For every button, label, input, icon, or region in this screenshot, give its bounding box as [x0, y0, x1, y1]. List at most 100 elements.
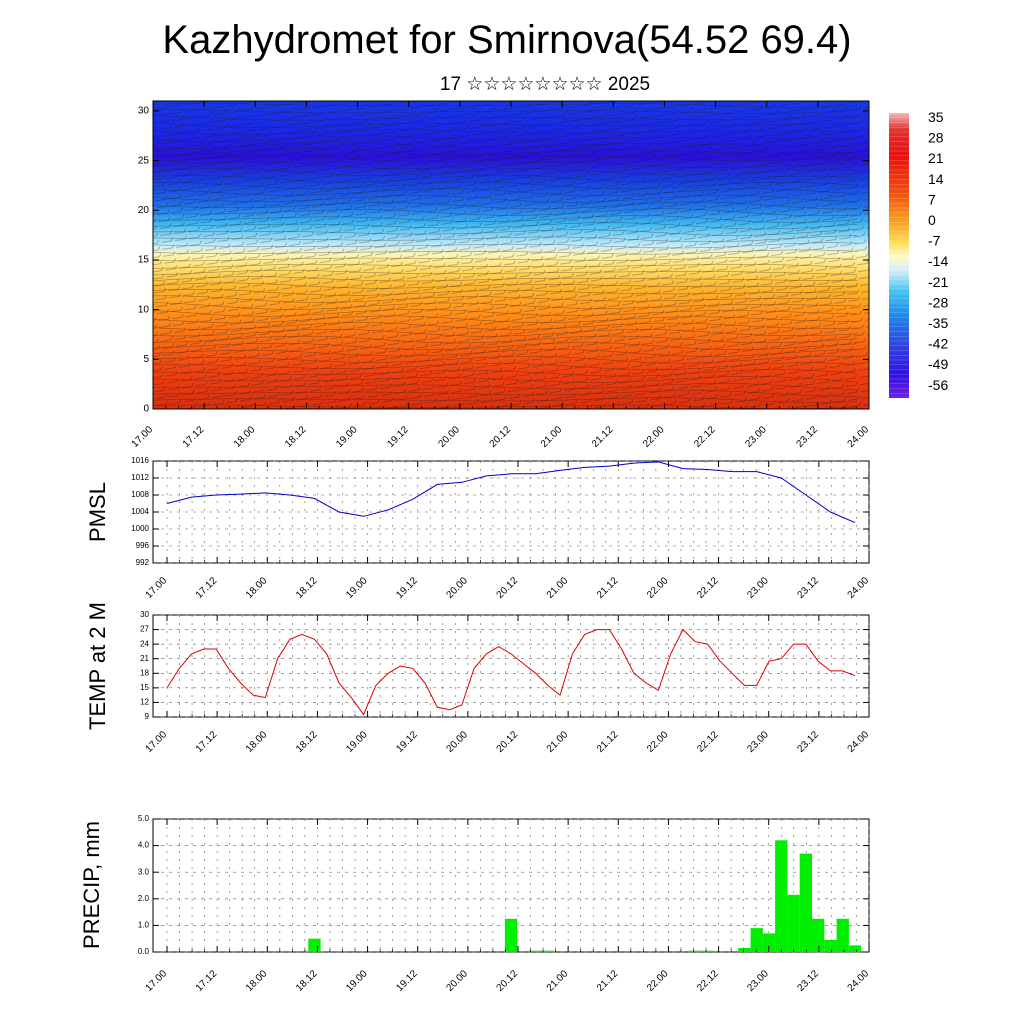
cs-x-label: 18.00: [232, 424, 258, 450]
isoline: [153, 109, 858, 114]
temp-y-label: 12: [140, 698, 149, 707]
pmsl-x-label: 18.00: [244, 575, 270, 601]
isoline: [153, 309, 858, 317]
temp-grid: [153, 614, 870, 718]
date-subtitle: 17 ☆☆☆☆☆☆☆☆ 2025: [439, 74, 651, 95]
precip-bar: [836, 918, 849, 953]
colorbar-label: -35: [928, 315, 948, 331]
pmsl-y-label: 996: [136, 541, 150, 550]
precip-bar: [762, 933, 776, 952]
precip-bar: [848, 945, 862, 953]
cs-y-label: 30: [138, 106, 150, 117]
precip-bar: [787, 894, 800, 952]
precip-x-label: 21.12: [595, 968, 621, 994]
precip-x-label: 17.00: [144, 968, 170, 994]
temp-y-label: 27: [140, 625, 149, 634]
isoline: [153, 276, 858, 282]
temp-x-label: 17.12: [194, 729, 220, 755]
colorbar-label: -49: [928, 356, 948, 372]
precip-bar: [541, 950, 554, 952]
isoline: [153, 256, 858, 262]
pmsl-series-line: [166, 461, 856, 524]
precip-x-label: 22.00: [645, 968, 671, 994]
colorbar-label: 14: [928, 171, 944, 187]
isoline: [153, 208, 858, 217]
precip-bar: [775, 840, 788, 952]
cs-x-label: 17.00: [130, 424, 156, 450]
isolines: [153, 103, 858, 409]
isoline: [153, 355, 858, 364]
isoline: [153, 229, 858, 236]
precip-x-label: 20.00: [445, 968, 471, 994]
pmsl-x-label: 23.12: [796, 575, 822, 601]
colorbar-bands: [889, 112, 909, 394]
colorbar-label: -21: [928, 274, 948, 290]
precip-x-label: 20.12: [495, 968, 521, 994]
isoline: [153, 404, 858, 409]
temp-panel: 9 12 15 18 21 24 27 30 17.00 17.12 18.00 18.12 19.0…: [85, 602, 872, 755]
isoline: [153, 115, 858, 121]
precip-x-label: 24.00: [846, 968, 872, 994]
pmsl-y-axis: 992 996 1000 1004 1008 1012 1016: [131, 456, 869, 567]
pmsl-x-label: 19.12: [394, 575, 420, 601]
isoline: [153, 154, 858, 163]
precip-x-label: 23.12: [796, 968, 822, 994]
precip-x-label: 21.00: [545, 968, 571, 994]
cs-x-label: 19.00: [334, 424, 360, 450]
colorbar-label: -14: [928, 253, 948, 269]
temp-x-label: 22.12: [695, 729, 721, 755]
precip-y-label: 3.0: [138, 867, 150, 876]
pmsl-panel: 992 996 1000 1004 1008 1012 1016 17.00 17.12 18.…: [85, 456, 872, 601]
pmsl-x-label: 22.00: [645, 575, 671, 601]
isoline: [153, 148, 858, 156]
isoline: [153, 181, 858, 190]
isoline: [153, 103, 858, 108]
isoline: [153, 222, 858, 230]
isoline: [153, 362, 858, 370]
pmsl-x-label: 20.00: [445, 575, 471, 601]
temp-x-label: 18.00: [244, 729, 270, 755]
isoline: [153, 129, 858, 135]
cs-y-label: 0: [143, 404, 149, 415]
isoline: [153, 289, 858, 296]
isoline: [153, 249, 858, 255]
pmsl-x-label: 23.00: [745, 575, 771, 601]
cs-x-label: 17.12: [181, 424, 207, 450]
temp-x-label: 20.00: [445, 729, 471, 755]
precip-bar: [308, 938, 321, 952]
isoline: [153, 322, 858, 330]
isoline: [153, 295, 858, 303]
isoline: [153, 168, 858, 176]
pmsl-x-label: 17.12: [194, 575, 220, 601]
colorbar-label: -28: [928, 294, 948, 310]
isoline: [153, 390, 857, 397]
colorbar-label: 7: [928, 191, 936, 207]
pmsl-y-label: 1000: [131, 524, 149, 533]
isoline: [153, 135, 858, 142]
pmsl-y-label: 992: [136, 558, 150, 567]
pmsl-x-label: 21.12: [595, 575, 621, 601]
colorbar-label: -7: [928, 233, 941, 249]
colorbar-label: -42: [928, 336, 948, 352]
precip-x-label: 22.12: [695, 968, 721, 994]
isoline: [153, 383, 858, 390]
precip-bar: [824, 940, 837, 952]
pmsl-axis-label: PMSL: [85, 482, 110, 542]
precip-y-label: 4.0: [138, 841, 150, 850]
colorbar-label: 21: [928, 150, 944, 166]
temp-x-label: 24.00: [846, 729, 872, 755]
colorbar-label: 0: [928, 212, 936, 228]
cs-y-label: 25: [138, 155, 150, 166]
precip-bar: [738, 948, 751, 952]
precip-y-label: 1.0: [138, 921, 150, 930]
cs-y-label: 15: [138, 255, 150, 266]
precip-bar: [750, 928, 763, 952]
temp-x-label: 17.00: [144, 729, 170, 755]
temp-x-axis: 17.00 17.12 18.00 18.12 19.00 19.12 20.00 20.12…: [144, 615, 872, 755]
isoline: [153, 376, 858, 383]
cs-x-label: 19.12: [385, 424, 411, 450]
pmsl-y-label: 1012: [131, 473, 149, 482]
isoline: [153, 122, 858, 128]
precip-bar: [799, 853, 812, 952]
isoline: [153, 174, 858, 183]
